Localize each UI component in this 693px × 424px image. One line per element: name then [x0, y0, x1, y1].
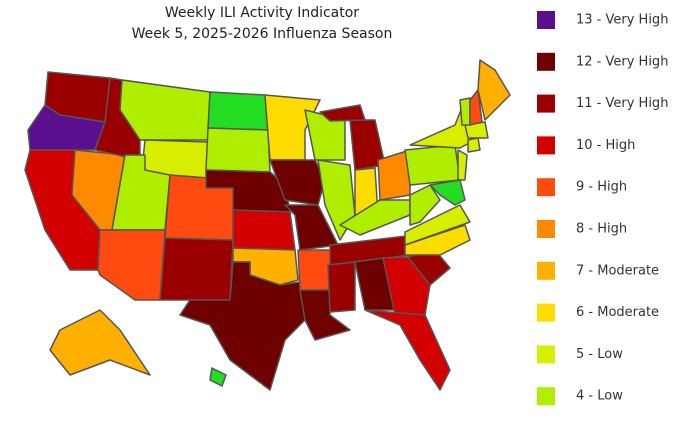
state	[97, 229, 166, 301]
state	[364, 309, 451, 391]
state	[49, 309, 151, 376]
state	[319, 104, 366, 122]
legend-label: 10 - High	[576, 138, 635, 153]
legend-label: 12 - Very High	[576, 54, 668, 69]
legend-swatch	[537, 52, 555, 71]
legend-swatch	[537, 261, 555, 280]
legend-label: 7 - Moderate	[576, 263, 659, 278]
legend-label: 13 - Very High	[576, 13, 668, 28]
legend-swatch	[537, 11, 555, 29]
subtitle: Week 5, 2025-2026 Influenza Season	[132, 26, 393, 42]
state	[409, 184, 441, 226]
state	[209, 367, 227, 387]
state	[459, 97, 471, 126]
state	[179, 261, 306, 391]
state	[382, 256, 431, 316]
legend-swatch	[537, 94, 555, 113]
legend-swatch	[537, 220, 555, 238]
state	[205, 127, 271, 173]
state	[269, 159, 326, 206]
state	[284, 204, 339, 251]
legend-swatch	[537, 178, 555, 197]
states	[24, 59, 511, 391]
state	[404, 144, 461, 186]
legend-label: 5 - Low	[576, 347, 623, 362]
state	[429, 179, 466, 206]
legend-label: 11 - Very High	[576, 96, 668, 111]
legend: 13 - Very High 12 - Very High 11 - Very Hi…	[537, 11, 668, 406]
legend-swatch	[537, 387, 555, 406]
legend-label: 4 - Low	[576, 389, 623, 404]
state	[404, 204, 471, 246]
state	[159, 237, 234, 301]
state	[467, 137, 481, 153]
legend-label: 6 - Moderate	[576, 305, 659, 320]
legend-swatch	[537, 136, 555, 155]
legend-swatch	[537, 345, 555, 364]
legend-label: 8 - High	[576, 222, 627, 237]
state	[119, 79, 211, 141]
state	[404, 224, 471, 256]
state	[469, 89, 483, 126]
state	[477, 59, 511, 121]
legend-swatch	[537, 303, 555, 322]
state	[207, 91, 269, 131]
state	[457, 149, 468, 181]
state	[232, 209, 296, 251]
title: Weekly ILI Activity Indicator	[165, 5, 359, 21]
legend-label: 9 - High	[576, 180, 627, 195]
state	[327, 261, 356, 313]
